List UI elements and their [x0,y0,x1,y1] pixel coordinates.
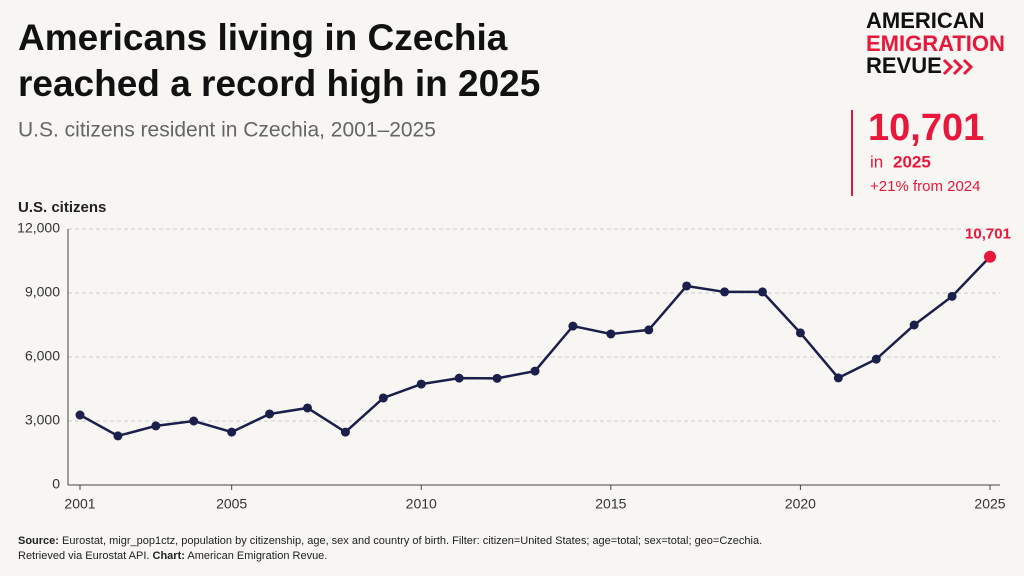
data-point [454,373,464,383]
y-tick-label: 6,000 [25,348,60,364]
data-point [75,410,85,420]
source-text: Retrieved via Eurostat API. [18,550,153,562]
source-label: Source: [18,535,59,547]
x-tick-label: 2005 [216,496,247,512]
source-text: American Emigration Revue. [185,550,327,562]
source-note: Retrieved via Eurostat API. Chart: Ameri… [18,550,327,562]
source-label: Chart: [153,550,185,562]
data-point [644,325,654,335]
data-point [606,329,616,339]
logo-text: EMIGRATION [866,31,1005,56]
data-point [378,393,388,403]
data-point [947,291,957,301]
data-point [833,373,843,383]
logo-text: REVUE [866,53,942,78]
data-point [682,281,692,291]
data-point [984,250,996,263]
callout-change: +21% from 2024 [870,178,981,195]
data-point [227,427,237,437]
callout-year: 2025 [893,152,931,171]
data-label: 10,701 [965,226,1011,243]
data-point [758,287,767,297]
chart-subtitle: U.S. citizens resident in Czechia, 2001–… [18,119,436,142]
data-point [568,321,578,331]
data-point [189,416,199,426]
x-tick-label: 2020 [785,496,816,512]
data-point [303,403,312,413]
chart-title: Americans living in Czechia [18,17,508,58]
data-point [492,373,502,383]
chart-title: reached a record high in 2025 [18,63,540,104]
y-axis-label: U.S. citizens [18,199,106,216]
data-point [265,409,275,419]
data-point [720,287,730,297]
source-note: Source: Eurostat, migr_pop1ctz, populati… [18,535,762,547]
x-tick-label: 2015 [595,496,626,512]
data-point [795,328,805,338]
data-point [530,366,540,376]
source-text: Eurostat, migr_pop1ctz, population by ci… [59,535,762,547]
y-tick-label: 0 [52,476,60,492]
callout-prefix: in [870,152,883,171]
logo-arrows [942,58,974,76]
data-point [871,354,881,364]
data-point [416,379,426,389]
data-point [151,421,161,431]
data-point [909,320,919,330]
y-tick-label: 3,000 [25,412,60,428]
x-tick-label: 2001 [64,496,95,512]
y-tick-label: 12,000 [17,220,60,236]
y-tick-label: 9,000 [25,284,60,300]
data-point [340,427,350,437]
logo-text: AMERICAN [866,8,985,33]
x-tick-label: 2010 [406,496,437,512]
x-tick-label: 2025 [974,496,1005,512]
data-point [113,431,123,441]
callout-value: 10,701 [868,107,984,149]
